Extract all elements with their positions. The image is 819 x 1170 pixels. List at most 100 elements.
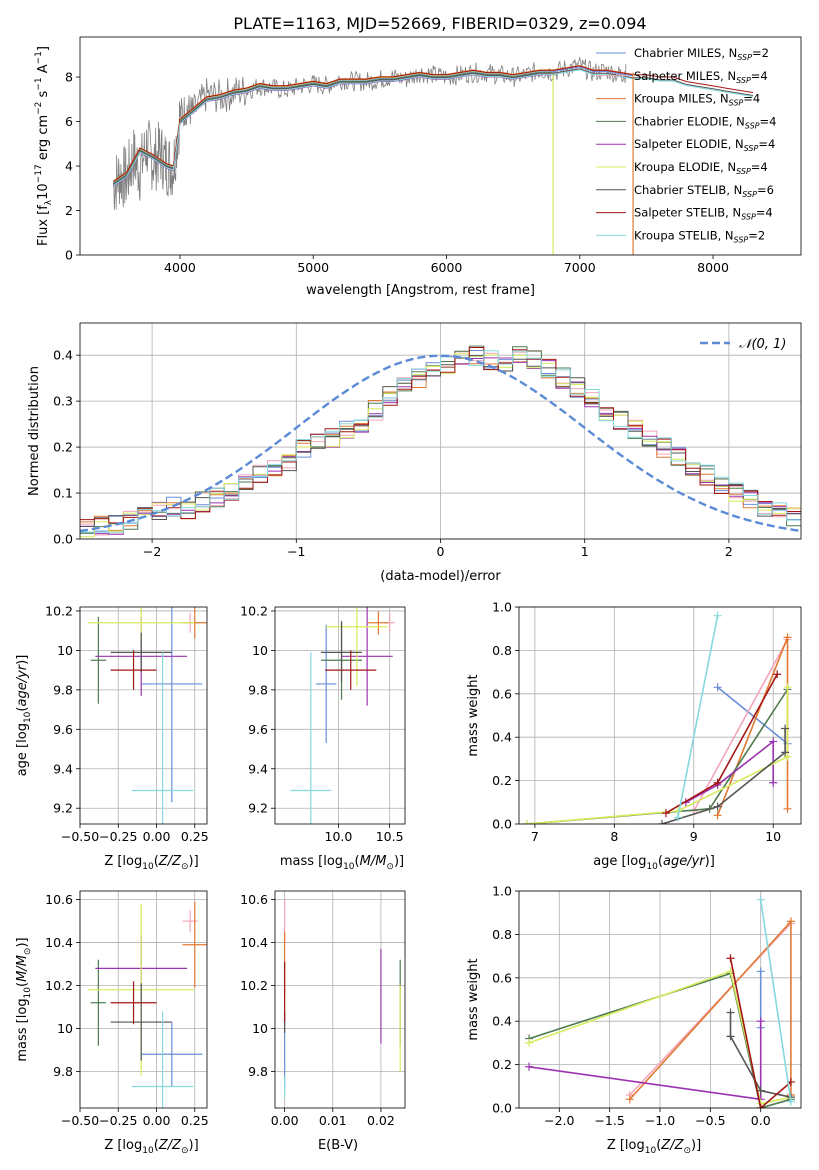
panel-residuals: −2 −1 0 1 2 0.0 0.1 0.2 0.3 0.4 (data-model)/error…: [27, 322, 802, 584]
panel-age-vs-metallicity: −0.50 −0.25 0.00 0.25 9.2 9.4 9.6 9.8 10 10.2 Z [l…: [15, 603, 209, 872]
axis-label-part: M: [15, 955, 30, 966]
weight-line: [717, 686, 789, 745]
axis-label-part: M: [15, 971, 30, 982]
panel-mass-vs-metallicity: −0.50 −0.25 0.00 0.25 9.8 10 10.2 10.4 10.6 Z [lo…: [15, 890, 209, 1156]
weight-marker: [756, 1017, 765, 1026]
legend-label-n: =6: [757, 183, 774, 197]
panel-mass-vs-ebv: 0.00 0.01 0.02 9.8 10 10.2 10.4 10.6 E(B-V): [240, 890, 406, 1153]
axis-label: mass [log10(M/M⊙)]: [15, 937, 33, 1061]
normal-distribution-curve: [80, 354, 801, 533]
weight-marker: [726, 1032, 735, 1041]
y-tick-label: 9.8: [53, 1064, 73, 1079]
data-point: [132, 652, 194, 824]
data-point: [110, 983, 172, 1061]
error-bars: [290, 607, 395, 824]
axis-label-text: age [log: [593, 854, 646, 869]
axis-label-text: mass [log: [15, 998, 30, 1061]
axis-label-part: age: [663, 854, 687, 869]
y-tick-label: 10.4: [240, 935, 268, 950]
y-tick-label: 0.2: [492, 773, 512, 788]
data-point: [341, 607, 393, 706]
y-tick-label: 10.2: [45, 603, 73, 618]
x-tick-label: 8: [610, 829, 618, 844]
weight-marker: [713, 611, 722, 620]
axes-frame: [79, 890, 208, 1109]
legend-label: Salpeter STELIB, NSSP=4: [634, 206, 773, 222]
y-tick-label: 0.4: [53, 348, 73, 363]
x-tick-label: 10.0: [325, 829, 353, 844]
legend-label-n: =4: [743, 92, 760, 106]
weight-marker: [786, 917, 795, 926]
x-tick-label: 4000: [164, 260, 196, 275]
x-tick-label: 0.02: [367, 1113, 395, 1128]
x-tick-label: 5000: [297, 260, 329, 275]
y-axis-label-part: s: [36, 90, 51, 101]
legend-label-text: Chabrier STELIB, N: [634, 183, 742, 197]
weight-marker: [781, 748, 790, 757]
y-axis-label: mass weight: [466, 958, 481, 1040]
legend-label-text: Salpeter ELODIE, N: [634, 137, 744, 151]
axis-label-text: (: [154, 1138, 159, 1153]
legend-label-sub: SSP: [736, 76, 751, 85]
x-tick-label: −1.5: [594, 1113, 624, 1128]
data-point: [110, 632, 172, 673]
x-tick-label: −0.25: [99, 829, 137, 844]
y-tick-label: 0.3: [53, 394, 73, 409]
data-point: [182, 910, 198, 932]
axis-label-part: ⊙: [386, 862, 394, 872]
axes-frame: [79, 36, 802, 256]
y-tick-label: 10.2: [240, 978, 268, 993]
y-tick-label: 0.2: [53, 440, 73, 455]
axis-label-text: mass [log: [280, 854, 343, 869]
x-tick-label: 6000: [431, 260, 463, 275]
y-tick-label: 10: [57, 1021, 73, 1036]
legend-label-text: Chabrier ELODIE, N: [634, 114, 745, 128]
data-point: [141, 1022, 203, 1087]
axis-label-text: Z [log: [104, 854, 142, 869]
axis-label-sub: 10: [646, 862, 658, 872]
weight-marker: [673, 813, 682, 822]
y-tick-label: 8: [65, 70, 73, 85]
axis-label-part: /: [15, 965, 30, 972]
weight-marker: [756, 967, 765, 976]
x-tick-label: 0.0: [751, 1113, 771, 1128]
legend-label: Chabrier MILES, NSSP=2: [634, 46, 769, 62]
axis-label-text: (: [154, 854, 159, 869]
axis-label-part: age: [15, 682, 30, 706]
y-tick-label: 0.1: [53, 486, 73, 501]
axis-label-sub: 10: [645, 1146, 657, 1156]
y-axis-label-part: Flux [f: [36, 205, 51, 246]
weight-marker: [522, 820, 531, 824]
weight-marker: [786, 1097, 795, 1106]
axis-label-part: Z: [674, 1138, 685, 1153]
weight-marker: [525, 1038, 534, 1047]
legend-label-sub: SSP: [737, 53, 752, 62]
x-tick-label: −0.5: [695, 1113, 725, 1128]
weight-marker: [783, 683, 792, 692]
axis-label-part: ⊙: [181, 1146, 189, 1156]
axis-label-text: (: [656, 1138, 661, 1153]
axis-label-text: Z [log: [607, 1138, 645, 1153]
axis-label: mass [log10(M/M⊙)]: [280, 854, 404, 872]
axis-label-part: Z: [660, 1138, 671, 1153]
x-tick-label: −2: [143, 544, 161, 559]
axis-label-text: (: [15, 707, 30, 712]
axis-label-part: /: [686, 854, 693, 869]
axis-label-text: (: [355, 854, 360, 869]
weight-marker: [713, 778, 722, 787]
axis-label-text: Z [log: [104, 1138, 142, 1153]
y-tick-label: 9.6: [53, 722, 73, 737]
legend-label-n: =4: [760, 114, 777, 128]
axes-frame: [274, 606, 406, 825]
axis-label-part: )]: [691, 1138, 701, 1153]
legend-label: Chabrier STELIB, NSSP=6: [634, 183, 774, 199]
weight-marker: [625, 1095, 634, 1104]
y-tick-label: 0.0: [492, 817, 512, 832]
data-point: [321, 622, 363, 682]
data-point: [290, 652, 332, 824]
weight-marker: [783, 804, 792, 813]
legend-label-sub: SSP: [745, 121, 760, 130]
x-tick-label: 2: [725, 544, 733, 559]
axis-label-part: M: [375, 854, 386, 869]
